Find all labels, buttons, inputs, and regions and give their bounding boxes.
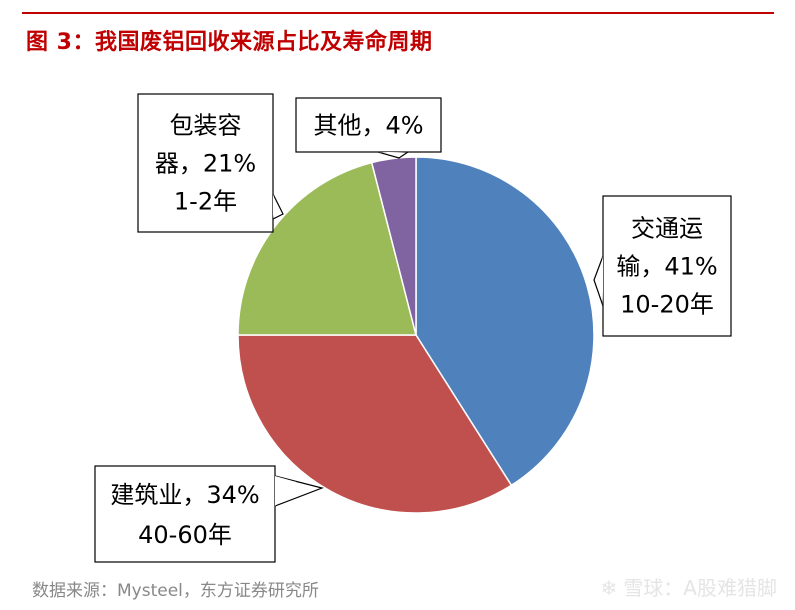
pie-slice-2	[237, 334, 513, 514]
top-rule	[22, 12, 774, 14]
watermark-text: 雪球：A股难猎脚	[623, 576, 777, 600]
callout-label-line: 输，41%	[616, 252, 717, 280]
callout-label-line: 交通运	[631, 214, 703, 242]
pie-slice-1	[415, 156, 595, 487]
figure-title: 图 3：我国废铝回收来源占比及寿命周期	[26, 30, 433, 55]
callout-label-line: 建筑业，34%	[110, 481, 259, 509]
source-note: 数据来源：Mysteel，东方证券研究所	[32, 581, 319, 601]
slice-callout-2: 建筑业，34% 40-60年	[94, 465, 324, 563]
callout-label-line: 其他，4%	[313, 111, 423, 139]
callout-label-line: 40-60年	[138, 521, 232, 549]
callout-box	[602, 195, 732, 337]
callout-label-line: 10-20年	[620, 290, 714, 318]
pie-slice-3	[237, 161, 417, 336]
callout-label-line: 包装容	[170, 111, 242, 139]
snowball-logo-icon: ❄	[600, 576, 618, 600]
callout-label-line: 1-2年	[174, 187, 237, 215]
callout-box	[94, 465, 276, 563]
pie-slice-4	[370, 156, 417, 336]
callout-box	[295, 97, 442, 153]
slice-callout-4: 其他，4%	[295, 97, 442, 159]
callout-label-line: 器，21%	[155, 149, 256, 177]
watermark: ❄ 雪球：A股难猎脚	[601, 572, 777, 601]
callout-box	[137, 93, 274, 233]
